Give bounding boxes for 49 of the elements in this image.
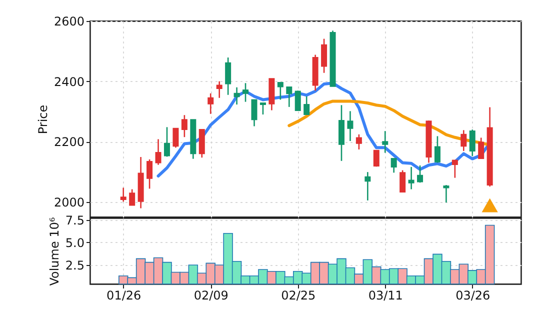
- candlestick: [304, 96, 310, 116]
- candlestick: [181, 114, 188, 138]
- x-tick-label: 03/26: [456, 288, 490, 302]
- y-tick-label: 2600: [54, 14, 84, 28]
- candlestick: [469, 128, 476, 157]
- candlestick: [164, 126, 170, 158]
- x-tick-label: 02/25: [281, 288, 316, 302]
- y-tick-label: 5.0: [65, 236, 84, 250]
- candlestick: [478, 137, 484, 160]
- y-tick-label: 2400: [54, 74, 84, 89]
- candlestick: [321, 38, 328, 74]
- y-tick-label: 2000: [54, 195, 84, 210]
- candlestick: [216, 80, 222, 99]
- y-axis-title: Volume 10⁶: [47, 217, 62, 286]
- candlestick: [452, 160, 458, 178]
- candlestick: [208, 92, 214, 115]
- candlestick: [286, 86, 292, 108]
- x-tick-label: 01/26: [106, 288, 142, 302]
- candlestick: [443, 184, 450, 204]
- candlestick: [382, 130, 388, 154]
- x-tick-label: 02/09: [194, 288, 228, 302]
- candlestick: [260, 102, 266, 116]
- candlestick: [120, 187, 126, 202]
- candlestick: [129, 188, 136, 206]
- candlestick: [390, 158, 397, 174]
- candlestick: [400, 170, 406, 193]
- x-tick-label: 03/11: [368, 288, 403, 302]
- candlestick: [234, 86, 240, 106]
- candlestick: [417, 164, 424, 184]
- candlestick: [242, 82, 249, 102]
- y-tick-label: 2.5: [65, 258, 84, 273]
- candlestick: [251, 99, 258, 127]
- candlestick: [146, 158, 153, 190]
- candlestick: [408, 166, 414, 190]
- y-tick-label: 2200: [54, 135, 84, 150]
- candlestick: [277, 82, 284, 100]
- candlestick: [460, 130, 467, 152]
- candlestick: [373, 150, 380, 168]
- candlestick: [294, 90, 301, 112]
- candlestick: [172, 128, 179, 148]
- candlestick: [364, 171, 371, 202]
- y-tick-label: 7.5: [65, 213, 84, 228]
- candlestick: [356, 134, 362, 150]
- candlestick: [347, 110, 354, 142]
- candlestick: [338, 104, 344, 162]
- candlestick: [155, 138, 162, 166]
- candlestick: [225, 56, 232, 96]
- y-axis-title: Price: [36, 104, 50, 134]
- candlestick: [434, 136, 440, 164]
